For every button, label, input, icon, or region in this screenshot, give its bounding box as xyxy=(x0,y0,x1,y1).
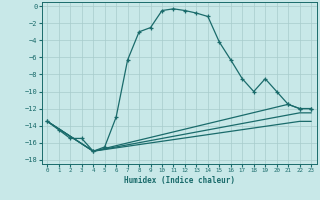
X-axis label: Humidex (Indice chaleur): Humidex (Indice chaleur) xyxy=(124,176,235,185)
